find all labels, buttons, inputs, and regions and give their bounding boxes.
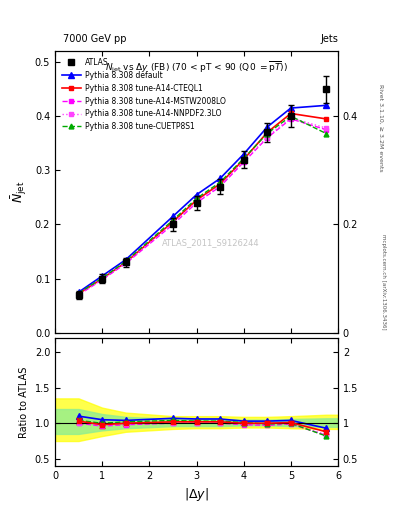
Pythia 8.308 default (194, 191, 199, 198)
Pythia 8.308 tune-CUETP8S1 (194, 196, 199, 202)
Pythia 8.308 default (265, 124, 270, 130)
Pythia 8.308 tune-A14-MSTW2008LO (76, 292, 81, 298)
Pythia 8.308 tune-A14-MSTW2008LO (100, 276, 105, 283)
Pythia 8.308 tune-CUETP8S1 (265, 131, 270, 137)
Line: Pythia 8.308 default: Pythia 8.308 default (76, 102, 329, 295)
Pythia 8.308 tune-A14-NNPDF2.3LO (100, 276, 105, 282)
Pythia 8.308 tune-A14-MSTW2008LO (241, 159, 246, 165)
Pythia 8.308 tune-A14-CTEQL1 (324, 116, 329, 122)
Pythia 8.308 tune-A14-CTEQL1 (265, 130, 270, 136)
Pythia 8.308 tune-A14-MSTW2008LO (171, 221, 175, 227)
Pythia 8.308 tune-CUETP8S1 (76, 290, 81, 296)
Pythia 8.308 tune-A14-MSTW2008LO (288, 116, 293, 122)
Pythia 8.308 tune-CUETP8S1 (241, 155, 246, 161)
Y-axis label: Ratio to ATLAS: Ratio to ATLAS (19, 366, 29, 438)
Pythia 8.308 tune-A14-CTEQL1 (123, 259, 128, 265)
Pythia 8.308 tune-A14-MSTW2008LO (265, 135, 270, 141)
Pythia 8.308 tune-A14-NNPDF2.3LO (171, 220, 175, 226)
X-axis label: $|\Delta y|$: $|\Delta y|$ (184, 486, 209, 503)
Text: $N_\mathrm{jet}$ vs $\Delta y$ (FB) (70 < pT < 90 (Q0 $=\overline{\mathrm{p}T}$): $N_\mathrm{jet}$ vs $\Delta y$ (FB) (70 … (105, 60, 288, 75)
Pythia 8.308 default (324, 102, 329, 109)
Pythia 8.308 tune-A14-NNPDF2.3LO (76, 291, 81, 297)
Text: ATLAS_2011_S9126244: ATLAS_2011_S9126244 (162, 238, 259, 247)
Pythia 8.308 tune-CUETP8S1 (218, 179, 222, 185)
Pythia 8.308 tune-A14-MSTW2008LO (123, 261, 128, 267)
Text: 7000 GeV pp: 7000 GeV pp (63, 33, 127, 44)
Line: Pythia 8.308 tune-A14-NNPDF2.3LO: Pythia 8.308 tune-A14-NNPDF2.3LO (77, 116, 328, 296)
Pythia 8.308 tune-A14-NNPDF2.3LO (265, 134, 270, 140)
Legend: ATLAS, Pythia 8.308 default, Pythia 8.308 tune-A14-CTEQL1, Pythia 8.308 tune-A14: ATLAS, Pythia 8.308 default, Pythia 8.30… (59, 55, 229, 134)
Pythia 8.308 default (76, 289, 81, 295)
Pythia 8.308 tune-A14-CTEQL1 (194, 197, 199, 203)
Pythia 8.308 tune-A14-NNPDF2.3LO (194, 199, 199, 205)
Pythia 8.308 default (123, 257, 128, 263)
Pythia 8.308 tune-A14-CTEQL1 (288, 111, 293, 117)
Pythia 8.308 default (241, 151, 246, 157)
Pythia 8.308 tune-A14-CTEQL1 (76, 291, 81, 297)
Y-axis label: $\bar{N}_\mathrm{jet}$: $\bar{N}_\mathrm{jet}$ (10, 181, 29, 203)
Pythia 8.308 tune-A14-NNPDF2.3LO (324, 125, 329, 131)
Text: Rivet 3.1.10, ≥ 3.2M events: Rivet 3.1.10, ≥ 3.2M events (379, 84, 384, 172)
Pythia 8.308 tune-A14-NNPDF2.3LO (288, 115, 293, 121)
Pythia 8.308 tune-A14-NNPDF2.3LO (218, 182, 222, 188)
Line: Pythia 8.308 tune-CUETP8S1: Pythia 8.308 tune-CUETP8S1 (76, 114, 329, 296)
Text: Jets: Jets (320, 33, 338, 44)
Pythia 8.308 tune-A14-MSTW2008LO (324, 126, 329, 133)
Pythia 8.308 tune-A14-CTEQL1 (171, 219, 175, 225)
Pythia 8.308 tune-A14-NNPDF2.3LO (123, 260, 128, 266)
Pythia 8.308 tune-CUETP8S1 (123, 258, 128, 264)
Pythia 8.308 default (218, 176, 222, 182)
Line: Pythia 8.308 tune-A14-CTEQL1: Pythia 8.308 tune-A14-CTEQL1 (77, 112, 328, 296)
Pythia 8.308 tune-A14-CTEQL1 (100, 275, 105, 282)
Pythia 8.308 tune-A14-NNPDF2.3LO (241, 158, 246, 164)
Text: mcplots.cern.ch [arXiv:1306.3436]: mcplots.cern.ch [arXiv:1306.3436] (381, 234, 386, 329)
Pythia 8.308 tune-CUETP8S1 (324, 131, 329, 137)
Pythia 8.308 tune-CUETP8S1 (100, 275, 105, 281)
Pythia 8.308 default (288, 105, 293, 111)
Pythia 8.308 tune-A14-MSTW2008LO (218, 183, 222, 189)
Pythia 8.308 default (171, 214, 175, 220)
Pythia 8.308 tune-A14-CTEQL1 (218, 181, 222, 187)
Pythia 8.308 tune-CUETP8S1 (288, 113, 293, 119)
Pythia 8.308 tune-A14-CTEQL1 (241, 157, 246, 163)
Pythia 8.308 default (100, 273, 105, 279)
Line: Pythia 8.308 tune-A14-MSTW2008LO: Pythia 8.308 tune-A14-MSTW2008LO (77, 117, 328, 297)
Pythia 8.308 tune-A14-MSTW2008LO (194, 200, 199, 206)
Pythia 8.308 tune-CUETP8S1 (171, 217, 175, 223)
